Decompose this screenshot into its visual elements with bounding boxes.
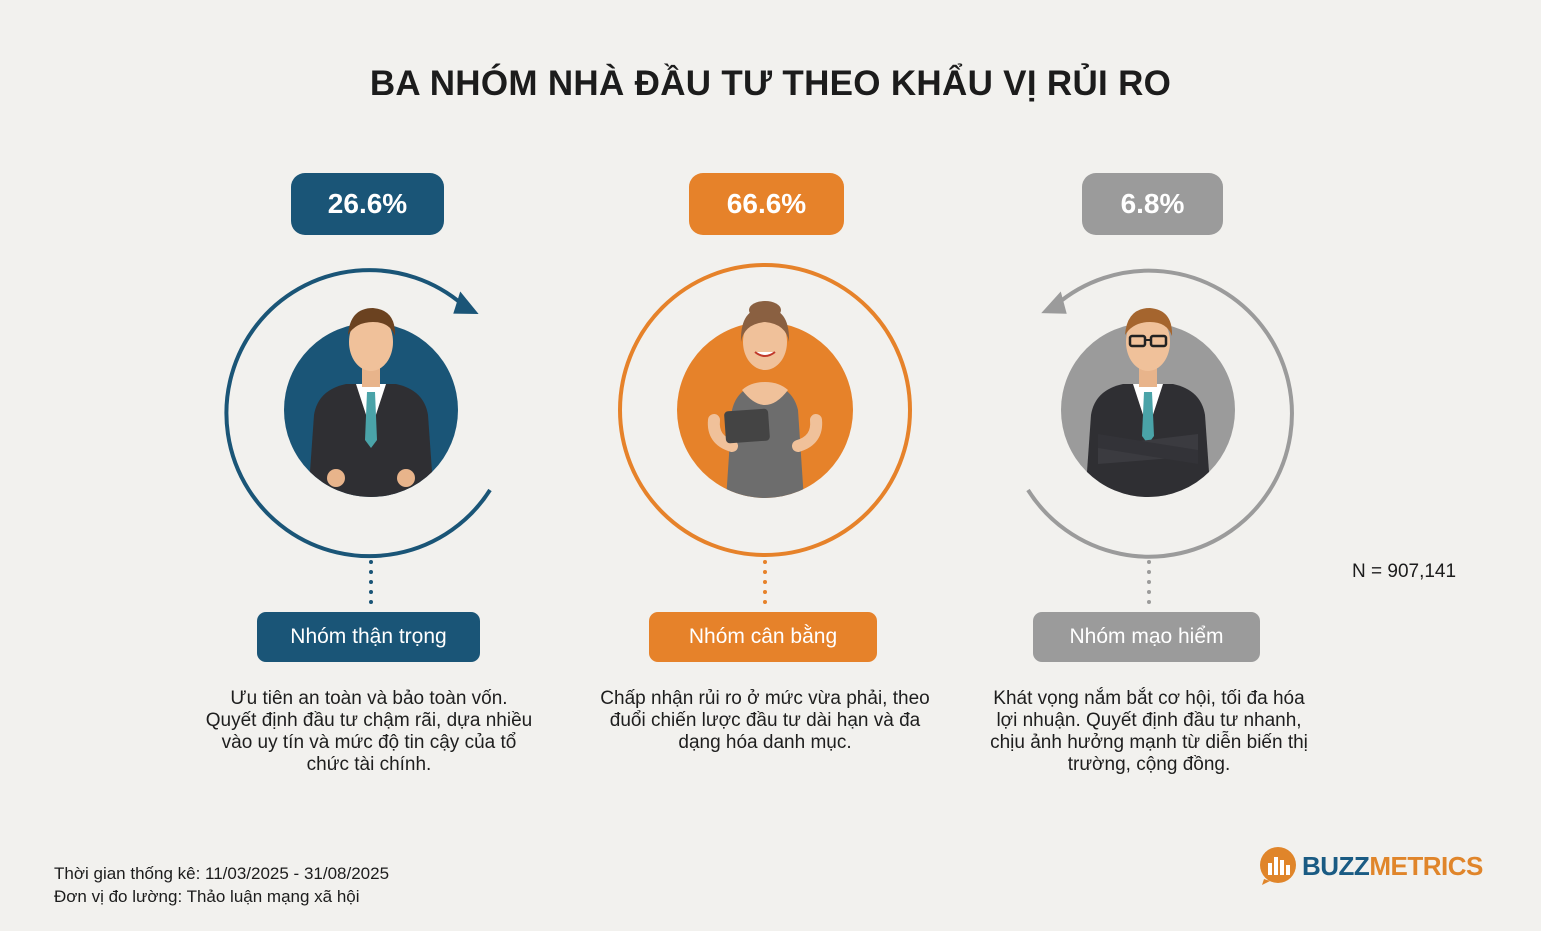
footer-unit: Đơn vị đo lường: Thảo luận mạng xã hội (54, 887, 360, 906)
percent-badge: 66.6% (689, 173, 844, 235)
sample-size: N = 907,141 (1352, 561, 1457, 582)
percent-badge: 26.6% (291, 173, 444, 235)
logo-text: BUZZMETRICS (1302, 851, 1483, 881)
footer-period: Thời gian thống kê: 11/03/2025 - 31/08/2… (54, 864, 390, 883)
group-label: Nhóm cân bằng (649, 612, 877, 662)
group-label: Nhóm thận trọng (257, 612, 480, 662)
connector-dots (763, 560, 767, 604)
group-label: Nhóm mạo hiểm (1033, 612, 1260, 662)
page-title: BA NHÓM NHÀ ĐẦU TƯ THEO KHẨU VỊ RỦI RO (369, 64, 1172, 103)
group-description: Ưu tiên an toàn và bảo toàn vốn. Quyết đ… (205, 688, 533, 775)
businessman-avatar-icon (224, 268, 492, 559)
group-description: Khát vọng nắm bắt cơ hội, tối đa hóa lợi… (990, 688, 1308, 775)
footer-notes: Thời gian thống kê: 11/03/2025 - 31/08/2… (54, 862, 389, 908)
bar-chart-logo-icon (1260, 847, 1296, 885)
group-description: Chấp nhận rủi ro ở mức vừa phải, theo đu… (600, 688, 930, 753)
buzzmetrics-logo: BUZZMETRICS (1258, 842, 1488, 888)
businesswoman-tablet-avatar-icon (618, 263, 912, 557)
connector-dots (369, 560, 373, 604)
group-cautious: 26.6% Nhóm thận trọng Ưu tiên an toàn và… (168, 0, 568, 931)
businessman-glasses-avatar-icon (1026, 268, 1294, 559)
percent-badge: 6.8% (1082, 173, 1223, 235)
group-risky: 6.8% Nhóm mạo hiểm Khát vọng nắm bắt cơ … (948, 0, 1348, 931)
group-balanced: 66.6% Nhóm cân bằng Chấp nhận rủi ro ở m… (564, 0, 964, 931)
connector-dots (1147, 560, 1151, 604)
